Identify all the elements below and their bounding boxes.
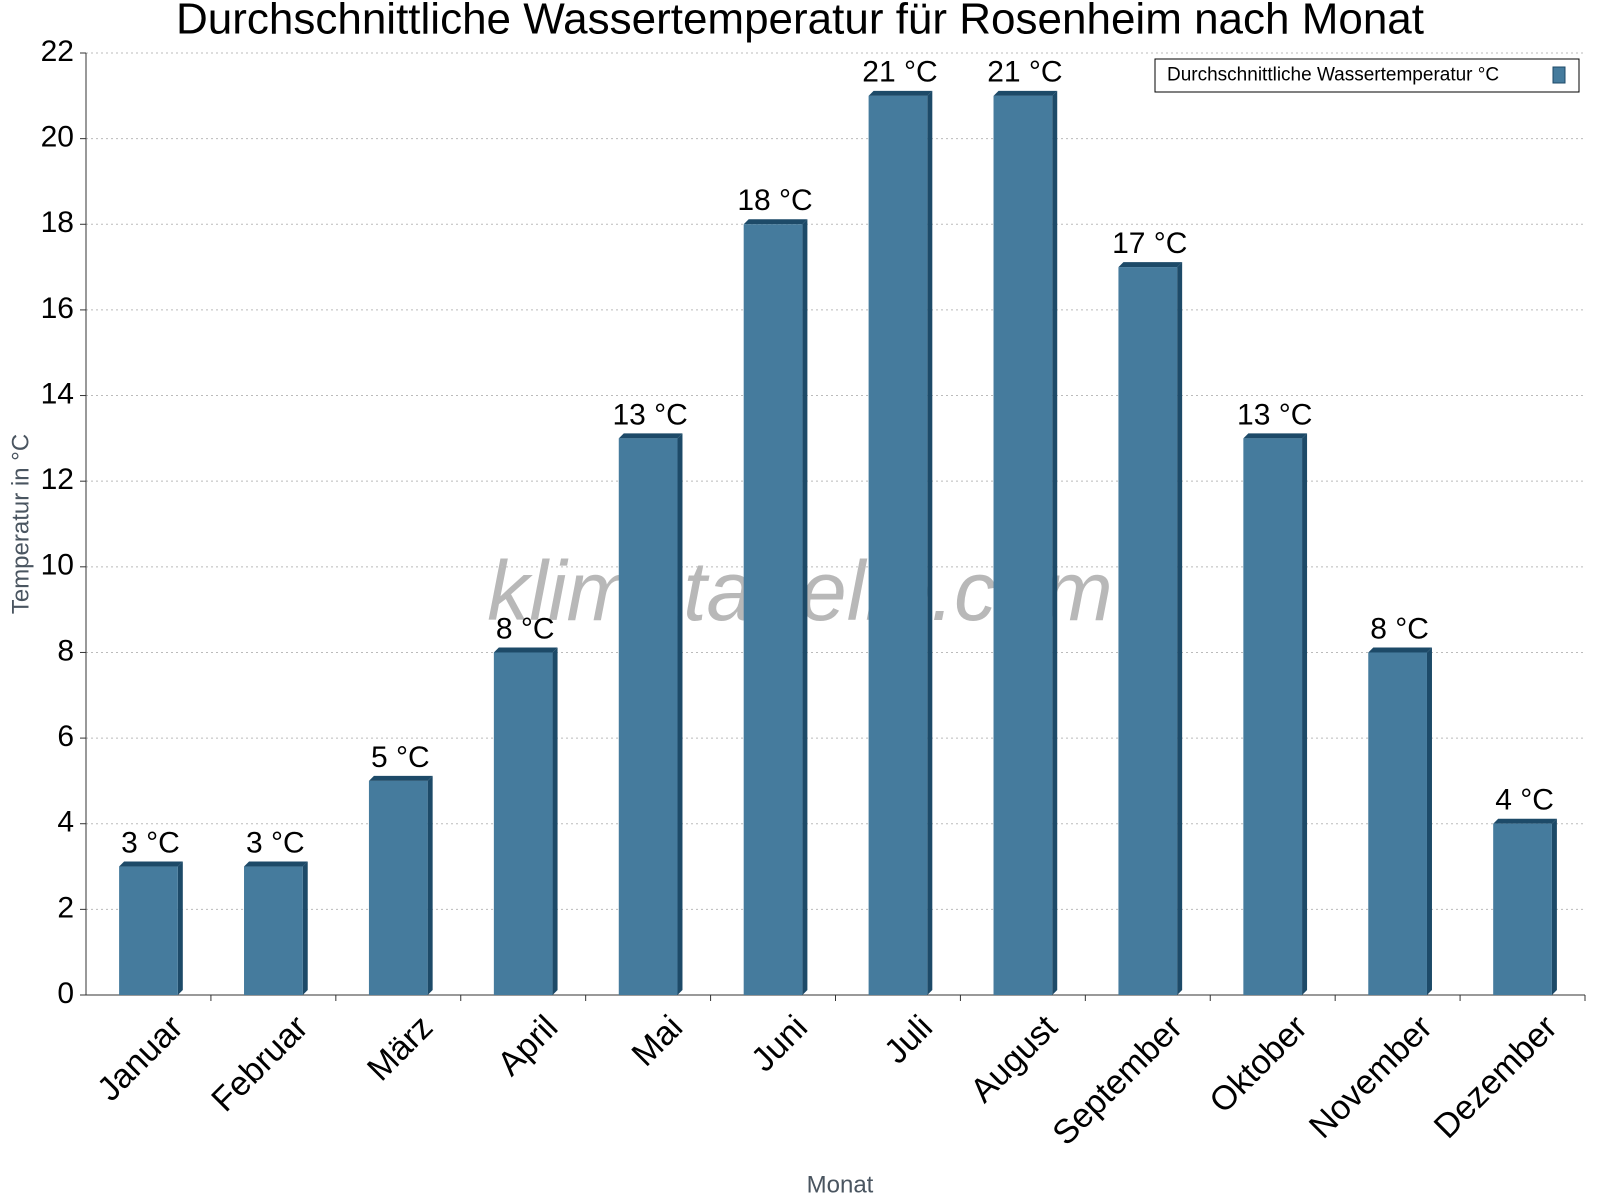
bar xyxy=(493,652,553,995)
bar xyxy=(119,866,178,995)
x-tick-label: April xyxy=(490,1008,565,1083)
bar xyxy=(1368,652,1427,995)
bar xyxy=(244,866,303,995)
bar-side xyxy=(677,433,683,995)
bar-side xyxy=(1177,262,1183,995)
bar-top xyxy=(119,861,183,867)
bar-top xyxy=(743,219,808,225)
x-tick-label: August xyxy=(963,1008,1065,1110)
y-tick-label: 4 xyxy=(57,806,74,839)
bar xyxy=(743,224,803,996)
value-label: 5 °C xyxy=(371,741,430,774)
y-tick-label: 22 xyxy=(41,35,74,68)
value-label: 3 °C xyxy=(121,826,180,859)
legend-label: Durchschnittliche Wassertemperatur °C xyxy=(1167,65,1499,86)
bar-side xyxy=(802,219,808,996)
value-label: 4 °C xyxy=(1495,784,1554,817)
value-label: 3 °C xyxy=(246,826,305,859)
bar-side xyxy=(1426,647,1432,995)
y-tick-label: 10 xyxy=(41,549,74,582)
legend-swatch xyxy=(1552,66,1566,84)
bar-side xyxy=(427,775,433,995)
bar-top xyxy=(1243,433,1308,439)
x-tick-label: Februar xyxy=(204,1008,315,1119)
value-label: 8 °C xyxy=(496,612,555,645)
y-tick-label: 20 xyxy=(41,121,74,154)
value-label: 17 °C xyxy=(1112,227,1187,260)
x-tick-label: Juli xyxy=(877,1008,940,1071)
x-tick-label: Dezember xyxy=(1427,1008,1565,1146)
bar-top xyxy=(1368,647,1432,653)
y-tick-label: 18 xyxy=(41,206,74,239)
y-tick-label: 14 xyxy=(41,377,74,410)
y-tick-label: 8 xyxy=(57,634,74,667)
y-tick-label: 0 xyxy=(57,977,74,1010)
x-tick-label: Juni xyxy=(744,1008,815,1079)
bar-side xyxy=(1052,90,1058,996)
y-tick-label: 12 xyxy=(41,463,74,496)
bar xyxy=(1493,823,1552,995)
legend-box xyxy=(1154,58,1580,93)
bar-top xyxy=(368,775,433,781)
bar-top xyxy=(993,90,1058,96)
x-tick-label: September xyxy=(1045,1008,1189,1152)
bar xyxy=(618,438,678,995)
bar-side xyxy=(552,647,558,995)
bar-side xyxy=(302,861,308,995)
bar xyxy=(993,95,1053,996)
bar-top xyxy=(1118,262,1183,268)
bar xyxy=(1118,267,1178,995)
y-axis-title: Temperatur in °C xyxy=(7,434,34,614)
bar-top xyxy=(493,647,558,653)
bar-side xyxy=(927,90,933,996)
value-label: 8 °C xyxy=(1370,612,1429,645)
bar xyxy=(1243,438,1303,995)
bar-side xyxy=(1551,818,1557,995)
value-label: 21 °C xyxy=(862,56,937,89)
value-label: 21 °C xyxy=(987,56,1062,89)
y-tick-label: 6 xyxy=(57,720,74,753)
y-tick-label: 2 xyxy=(57,891,74,924)
bar-top xyxy=(868,90,933,96)
bar-side xyxy=(1302,433,1308,995)
x-tick-label: Januar xyxy=(90,1008,190,1108)
x-tick-label: März xyxy=(360,1008,440,1088)
x-tick-label: November xyxy=(1302,1008,1440,1146)
bar-top xyxy=(244,861,308,867)
bar-top xyxy=(1493,818,1557,824)
y-tick-label: 16 xyxy=(41,292,74,325)
bar xyxy=(868,95,928,996)
value-label: 18 °C xyxy=(737,184,812,217)
value-label: 13 °C xyxy=(612,398,687,431)
bar-top xyxy=(618,433,683,439)
bar-side xyxy=(177,861,183,995)
chart-title: Durchschnittliche Wassertemperatur für R… xyxy=(176,0,1424,44)
bar xyxy=(368,780,428,995)
x-tick-label: Mai xyxy=(625,1008,691,1074)
x-axis-title: Monat xyxy=(807,1171,874,1198)
value-label: 13 °C xyxy=(1237,398,1312,431)
x-tick-label: Oktober xyxy=(1202,1008,1314,1120)
